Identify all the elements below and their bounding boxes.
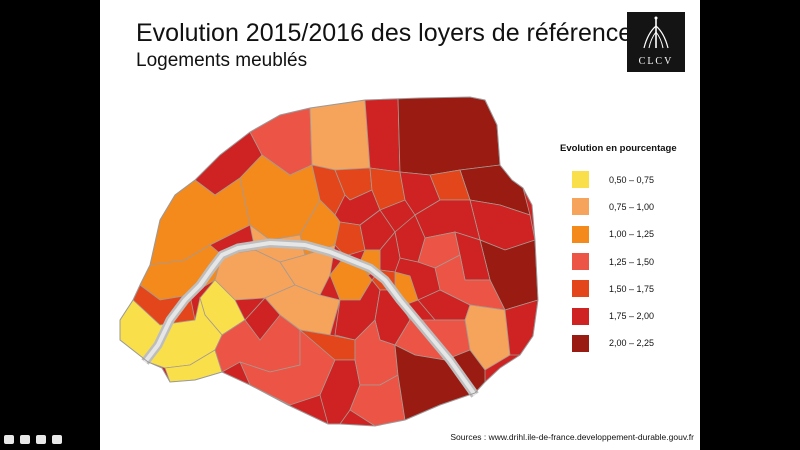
slides-icon[interactable] (36, 435, 46, 444)
district-c-5 (369, 167, 406, 211)
previous-slide-icon[interactable] (4, 435, 14, 444)
pen-icon[interactable] (20, 435, 30, 444)
slide-title: Evolution 2015/2016 des loyers de référe… (136, 19, 633, 47)
district-n-1 (309, 99, 371, 171)
district-s-2 (244, 297, 281, 341)
legend-label: 1,00 – 1,25 (609, 229, 655, 240)
legend-swatch (572, 198, 589, 216)
legend: Evolution en pourcentage 0,50 – 0,75 0,75… (560, 143, 700, 357)
clcv-logo: CLCV (627, 12, 685, 72)
legend-swatch (572, 280, 589, 298)
legend-item: 1,25 – 1,50 (560, 248, 700, 275)
district-c-3 (334, 221, 366, 257)
slideshow-controls[interactable] (4, 435, 62, 444)
legend-swatch (572, 225, 589, 243)
district-n-2 (364, 97, 401, 173)
legend-swatch (572, 171, 589, 189)
legend-item: 1,00 – 1,25 (560, 221, 700, 248)
legend-item: 0,50 – 0,75 (560, 166, 700, 193)
legend-label: 2,00 – 2,25 (609, 338, 655, 349)
paris-choropleth-map (119, 96, 539, 427)
legend-item: 0,75 – 1,00 (560, 193, 700, 220)
clcv-logo-icon (643, 16, 669, 49)
legend-label: 1,75 – 2,00 (609, 311, 655, 322)
legend-item: 2,00 – 2,25 (560, 330, 700, 357)
slide: Evolution 2015/2016 des loyers de référe… (100, 0, 700, 450)
slide-subtitle: Logements meublés (136, 50, 308, 71)
legend-swatch (572, 253, 589, 271)
legend-label: 0,50 – 0,75 (609, 174, 655, 185)
next-slide-icon[interactable] (52, 435, 62, 444)
logo-text: CLCV (638, 56, 674, 67)
legend-item: 1,75 – 2,00 (560, 302, 700, 329)
legend-label: 0,75 – 1,00 (609, 201, 655, 212)
legend-rows: 0,50 – 0,75 0,75 – 1,00 1,00 – 1,25 1,25 – … (560, 166, 700, 357)
legend-swatch (572, 334, 589, 352)
legend-item: 1,50 – 1,75 (560, 275, 700, 302)
legend-label: 1,25 – 1,50 (609, 256, 655, 267)
district-se-3 (504, 299, 538, 356)
legend-label: 1,50 – 1,75 (609, 283, 655, 294)
source-text: Sources : www.drihl.ile-de-france.develo… (450, 432, 694, 442)
legend-title: Evolution en pourcentage (560, 143, 677, 154)
district-ne-1 (397, 97, 501, 176)
legend-swatch (572, 307, 589, 325)
